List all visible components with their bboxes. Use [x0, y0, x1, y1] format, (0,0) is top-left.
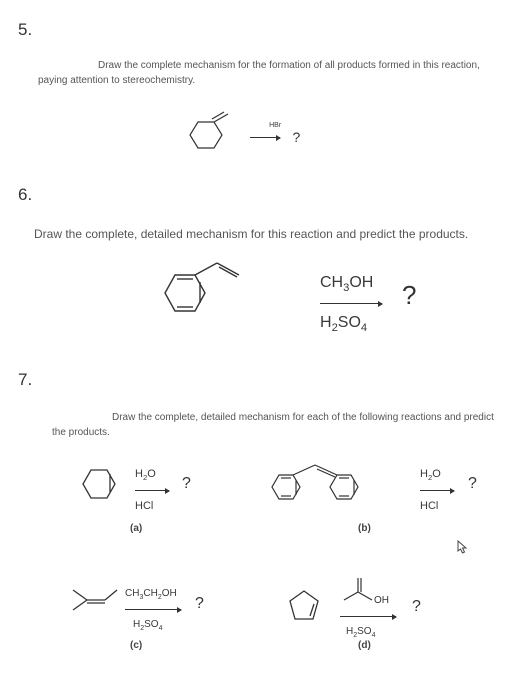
svg-text:OH: OH	[374, 595, 389, 606]
q5-reagent: HBr	[250, 122, 300, 129]
q7c-reagent-bot: H2SO4	[133, 619, 181, 632]
q6-number: 6.	[18, 185, 32, 205]
arrow-icon	[125, 609, 181, 610]
q7-prompt-line2: the products.	[52, 425, 502, 440]
q7b-structure-icon	[265, 455, 405, 515]
q6-reagent-bottom: H2SO4	[320, 314, 382, 334]
q5-reagent-group: HBr ?	[250, 122, 300, 147]
q7-section: Draw the complete, detailed mechanism fo…	[52, 410, 502, 440]
q5-prompt-line2: paying attention to stereochemistry.	[38, 73, 498, 88]
q7b-label: (b)	[358, 523, 371, 534]
arrow-icon	[340, 616, 396, 617]
q7a-product: ?	[182, 475, 191, 493]
q6-prompt: Draw the complete, detailed mechanism fo…	[34, 225, 504, 243]
q7b-reagent-top: H2O	[420, 468, 454, 482]
q5-number: 5.	[18, 20, 32, 40]
arrow-icon	[320, 303, 382, 304]
cursor-icon	[455, 540, 469, 556]
q5-prompt-line1: Draw the complete mechanism for the form…	[98, 58, 498, 73]
q7a-structure-icon	[75, 460, 125, 510]
q6-reagent-top: CH3OH	[320, 274, 382, 294]
arrow-icon	[135, 490, 169, 491]
q5-structure-icon	[180, 110, 240, 160]
arrow-icon	[420, 490, 454, 491]
q7-prompt-line1: Draw the complete, detailed mechanism fo…	[112, 410, 502, 425]
q5-section: Draw the complete mechanism for the form…	[38, 58, 498, 88]
q7-number: 7.	[18, 370, 32, 390]
q7a-label: (a)	[130, 523, 142, 534]
q7a-reagent-bot: HCl	[135, 500, 169, 512]
q6-reagent-group: CH3OH H2SO4	[320, 274, 382, 334]
q7d-structure1-icon	[280, 583, 328, 627]
q7c-structure-icon	[65, 580, 125, 630]
q6-section: Draw the complete, detailed mechanism fo…	[34, 225, 504, 243]
q7b-product: ?	[468, 475, 477, 493]
q7c-label: (c)	[130, 640, 142, 651]
q7a-reagent-top: H2O	[135, 468, 169, 482]
q7d-reagent-bot: H2SO4	[346, 626, 396, 639]
arrow-icon	[250, 137, 280, 138]
q7c-reagent-group: CH3CH2OH H2SO4	[125, 588, 181, 632]
q7d-reagent-group: H2SO4	[340, 608, 396, 639]
q7d-product: ?	[412, 598, 421, 616]
q7b-reagent-bot: HCl	[420, 500, 454, 512]
q7b-reagent-group: H2O HCl	[420, 468, 454, 512]
q7d-structure2-icon: OH	[338, 570, 398, 610]
q6-product: ?	[402, 280, 416, 311]
q6-structure-icon	[145, 255, 255, 335]
q7c-reagent-top: CH3CH2OH	[125, 588, 181, 601]
q5-product: ?	[292, 129, 300, 145]
q7c-product: ?	[195, 595, 204, 613]
q7a-reagent-group: H2O HCl	[135, 468, 169, 512]
q7d-label: (d)	[358, 640, 371, 651]
